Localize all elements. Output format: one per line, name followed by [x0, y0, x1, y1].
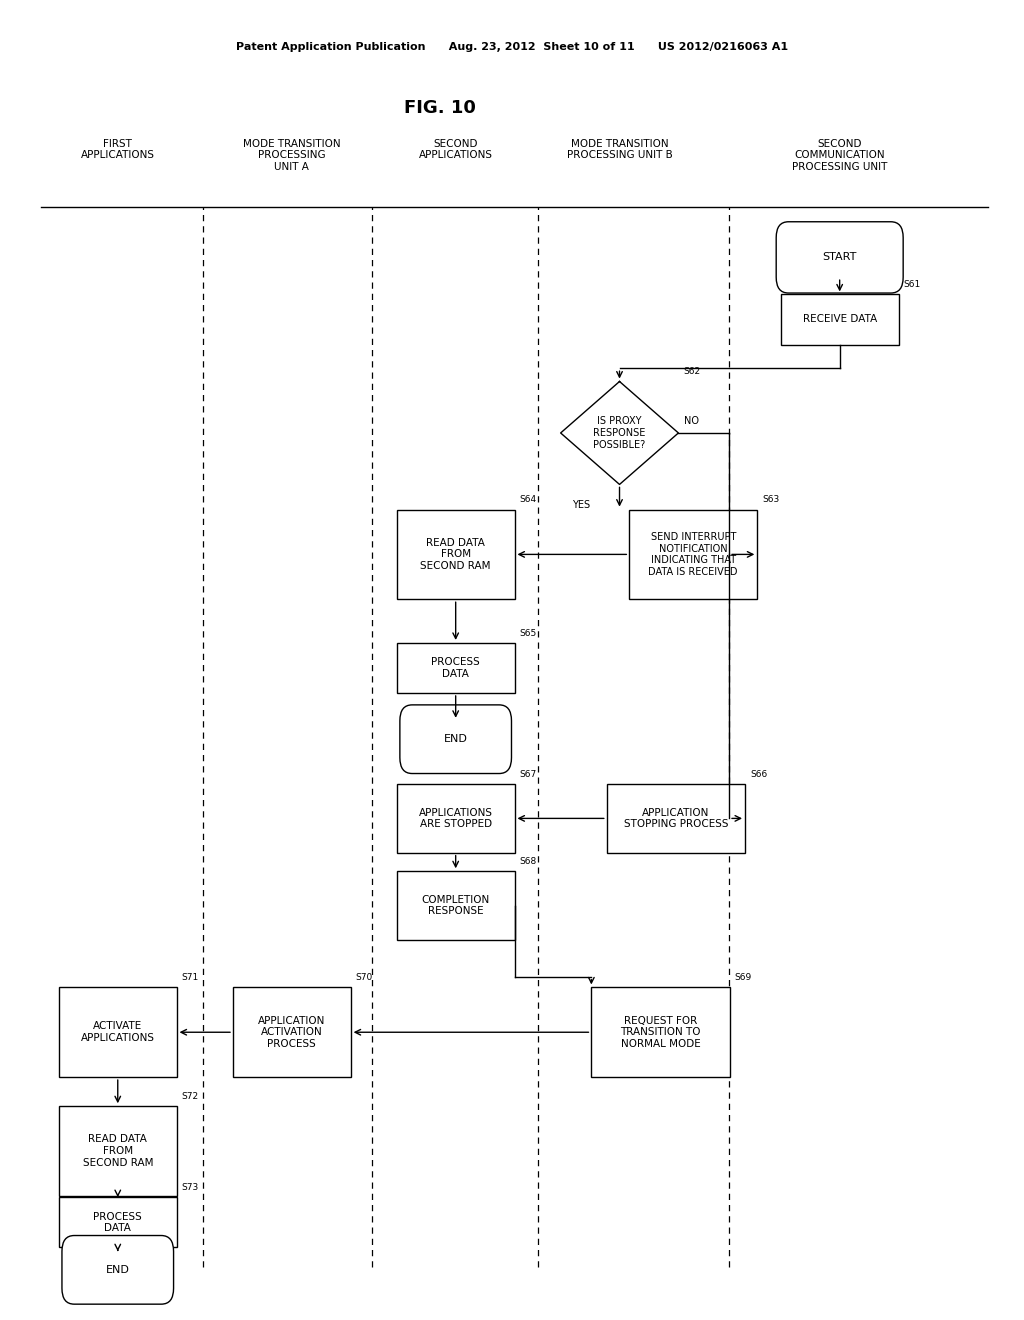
Text: S68: S68 — [520, 857, 537, 866]
Text: Patent Application Publication      Aug. 23, 2012  Sheet 10 of 11      US 2012/0: Patent Application Publication Aug. 23, … — [236, 42, 788, 53]
Text: READ DATA
FROM
SECOND RAM: READ DATA FROM SECOND RAM — [421, 537, 490, 572]
Text: END: END — [105, 1265, 130, 1275]
Text: S67: S67 — [520, 770, 537, 779]
Text: PROCESS
DATA: PROCESS DATA — [93, 1212, 142, 1233]
Text: SECOND
COMMUNICATION
PROCESSING UNIT: SECOND COMMUNICATION PROCESSING UNIT — [792, 139, 888, 172]
FancyBboxPatch shape — [397, 643, 515, 693]
Text: APPLICATION
ACTIVATION
PROCESS: APPLICATION ACTIVATION PROCESS — [258, 1015, 326, 1049]
FancyBboxPatch shape — [59, 987, 177, 1077]
FancyBboxPatch shape — [776, 222, 903, 293]
Text: MODE TRANSITION
PROCESSING UNIT B: MODE TRANSITION PROCESSING UNIT B — [566, 139, 673, 160]
Text: FIG. 10: FIG. 10 — [404, 99, 476, 117]
FancyBboxPatch shape — [399, 705, 512, 774]
Polygon shape — [561, 381, 678, 484]
Text: S73: S73 — [182, 1183, 199, 1192]
Text: END: END — [443, 734, 468, 744]
Text: S69: S69 — [735, 973, 752, 982]
Text: ACTIVATE
APPLICATIONS: ACTIVATE APPLICATIONS — [81, 1022, 155, 1043]
Text: READ DATA
FROM
SECOND RAM: READ DATA FROM SECOND RAM — [83, 1134, 153, 1168]
Text: SEND INTERRUPT
NOTIFICATION
INDICATING THAT
DATA IS RECEIVED: SEND INTERRUPT NOTIFICATION INDICATING T… — [648, 532, 738, 577]
FancyBboxPatch shape — [59, 1197, 177, 1247]
Text: MODE TRANSITION
PROCESSING
UNIT A: MODE TRANSITION PROCESSING UNIT A — [243, 139, 341, 172]
Text: S66: S66 — [750, 770, 767, 779]
Text: FIRST
APPLICATIONS: FIRST APPLICATIONS — [81, 139, 155, 160]
Text: S72: S72 — [182, 1092, 199, 1101]
FancyBboxPatch shape — [62, 1236, 174, 1304]
FancyBboxPatch shape — [592, 987, 729, 1077]
Text: START: START — [822, 252, 857, 263]
FancyBboxPatch shape — [397, 510, 515, 599]
Text: S65: S65 — [520, 628, 537, 638]
FancyBboxPatch shape — [606, 784, 745, 853]
Text: YES: YES — [571, 500, 590, 511]
Text: S64: S64 — [520, 495, 537, 504]
FancyBboxPatch shape — [59, 1106, 177, 1196]
Text: APPLICATIONS
ARE STOPPED: APPLICATIONS ARE STOPPED — [419, 808, 493, 829]
Text: SECOND
APPLICATIONS: SECOND APPLICATIONS — [419, 139, 493, 160]
Text: APPLICATION
STOPPING PROCESS: APPLICATION STOPPING PROCESS — [624, 808, 728, 829]
Text: PROCESS
DATA: PROCESS DATA — [431, 657, 480, 678]
Text: S63: S63 — [762, 495, 779, 504]
Text: S71: S71 — [182, 973, 199, 982]
Text: S70: S70 — [356, 973, 373, 982]
FancyBboxPatch shape — [629, 510, 757, 599]
Text: REQUEST FOR
TRANSITION TO
NORMAL MODE: REQUEST FOR TRANSITION TO NORMAL MODE — [621, 1015, 700, 1049]
Text: NO: NO — [684, 416, 698, 426]
FancyBboxPatch shape — [397, 871, 515, 940]
Text: IS PROXY
RESPONSE
POSSIBLE?: IS PROXY RESPONSE POSSIBLE? — [593, 416, 646, 450]
Text: RECEIVE DATA: RECEIVE DATA — [803, 314, 877, 325]
Text: S62: S62 — [684, 367, 700, 376]
FancyBboxPatch shape — [232, 987, 350, 1077]
Text: COMPLETION
RESPONSE: COMPLETION RESPONSE — [422, 895, 489, 916]
FancyBboxPatch shape — [780, 294, 899, 345]
FancyBboxPatch shape — [397, 784, 515, 853]
Text: S61: S61 — [903, 280, 921, 289]
